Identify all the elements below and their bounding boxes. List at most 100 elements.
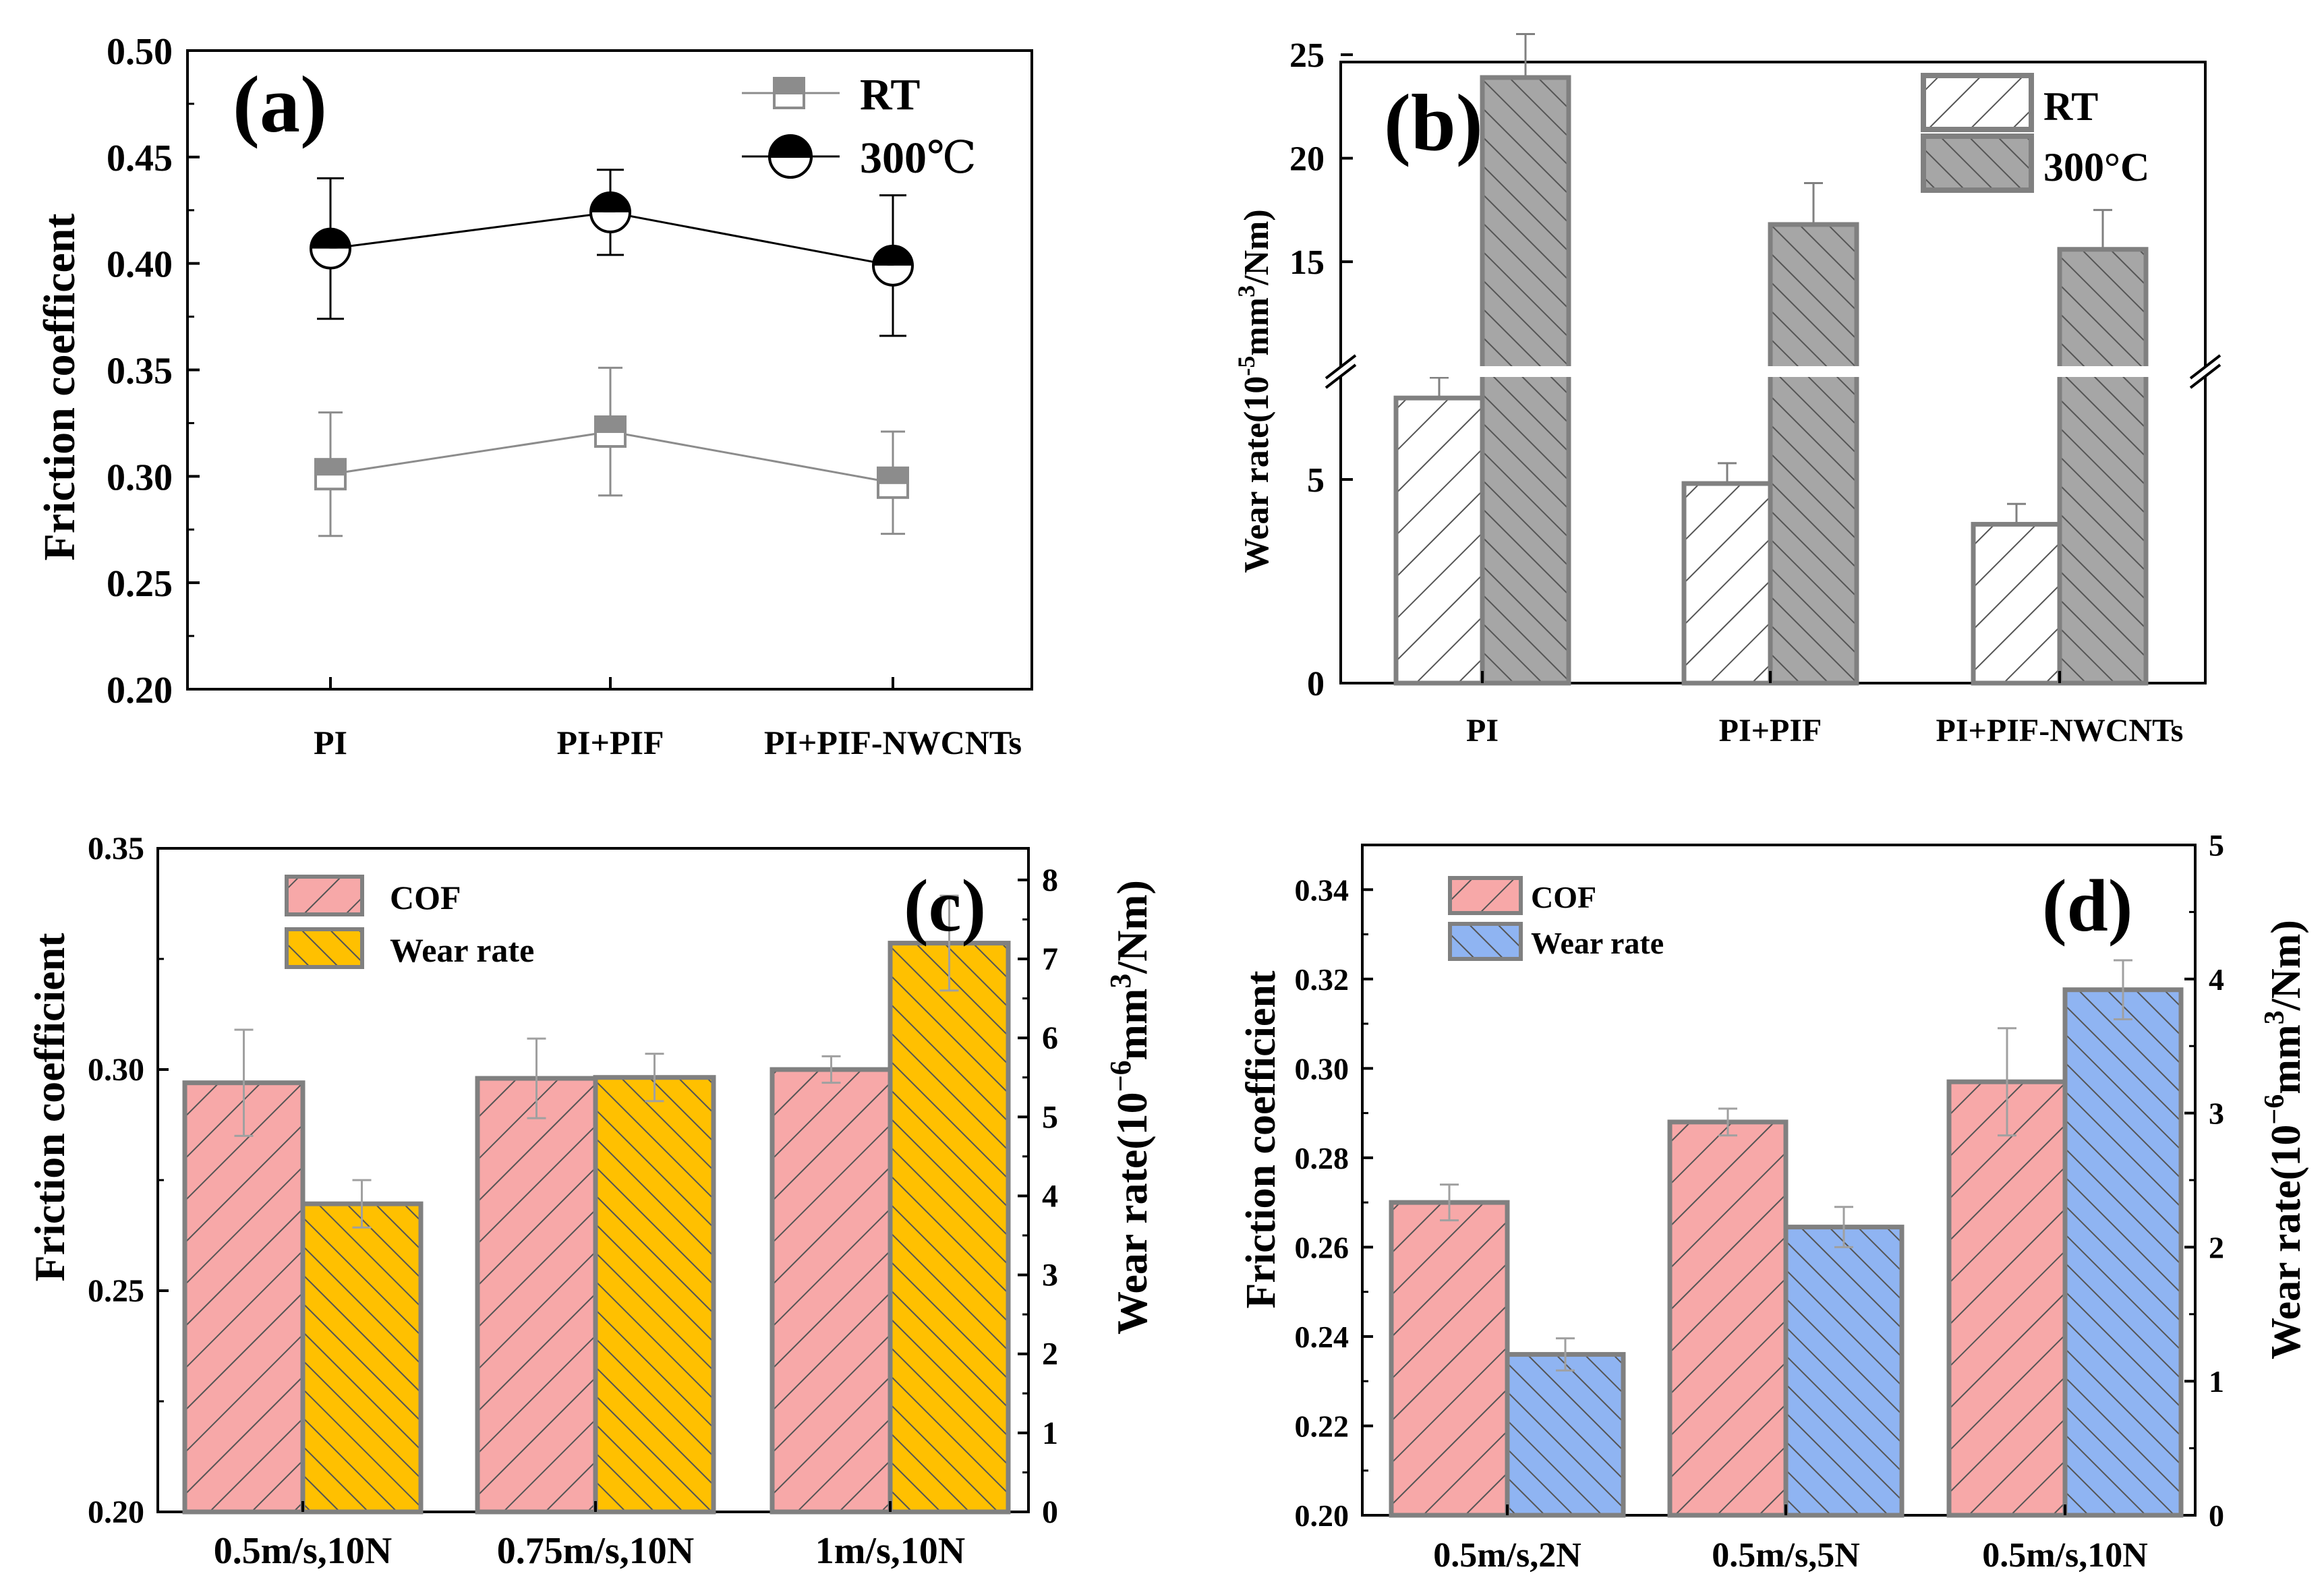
d-xtick-label: 0.5m/s,2N [1433, 1536, 1581, 1575]
d-ytick-label: 0.28 [1295, 1141, 1349, 1175]
c-y2tick-label: 6 [1042, 1020, 1058, 1056]
b-break-mark-right-2 [2189, 354, 2221, 380]
a-rt-marker-top [314, 458, 347, 476]
panel-a-label: (a) [233, 59, 327, 149]
a-rt-marker-bottom [314, 473, 347, 491]
a-ytick-label: 0.20 [107, 670, 173, 711]
c-ytick-label: 0.25 [88, 1273, 144, 1309]
b-ylabel-sup2: 3 [1233, 285, 1260, 297]
d-ytick-label: 0.30 [1295, 1051, 1349, 1086]
d-xtick-label: 0.5m/s,10N [1982, 1536, 2148, 1575]
c-y2tick-label: 0 [1042, 1494, 1058, 1530]
d-ytick-label: 0.34 [1295, 873, 1349, 907]
a-ytick-label: 0.30 [107, 457, 173, 498]
c-y2label-sup2: 3 [1104, 974, 1137, 989]
d-y2label-part2: mm [2263, 1024, 2309, 1094]
legend-d-cof-text: COF [1531, 880, 1596, 914]
c-wear-bar-hatch [300, 1201, 424, 1515]
b-ylabel-part2: mm [1238, 297, 1276, 356]
d-y2tick-label: 0 [2209, 1498, 2224, 1533]
panel-b-legend: RT 300°C [1921, 73, 2149, 193]
d-y2tick-label: 2 [2209, 1230, 2224, 1264]
legend-rt-top-marker [773, 77, 805, 94]
panel-a-legend: RT 300℃ [742, 70, 977, 183]
a-ytick-label: 0.35 [107, 351, 173, 392]
a-300-marker-bottom [591, 212, 630, 232]
d-xtick-label: 0.5m/s,5N [1712, 1536, 1860, 1575]
legend-300-number: 300 [860, 134, 927, 183]
b-300-bar-hatch [1768, 222, 1859, 686]
legend-c-cof-hatch [285, 875, 364, 916]
b-break-mark-left-1 [1325, 363, 1357, 389]
panel-a-y-axis-label: Friction coefficent [35, 214, 84, 561]
b-rt-bar-hatch [1681, 481, 1773, 686]
panel-c-y-axis-label: Friction coefficient [26, 933, 74, 1282]
b-300-bar-hatch [2057, 247, 2149, 686]
panel-c-label: (c) [904, 865, 986, 947]
b-ylabel-sup1: -5 [1233, 356, 1260, 376]
b-rt-bar-hatch [1393, 395, 1485, 686]
legend-300-text: 300℃ [860, 134, 977, 183]
d-wear-bar-hatch [2062, 987, 2184, 1518]
d-ytick-label: 0.32 [1295, 962, 1349, 997]
d-wear-bar-hatch [1505, 1351, 1626, 1518]
d-y2label-part3: /Nm) [2263, 920, 2309, 1011]
panel-d-y2-axis-label: Wear rate(10−6mm3/Nm) [2259, 920, 2309, 1359]
c-y2label-sup1: −6 [1104, 1060, 1137, 1092]
panel-a-friction-line-chart: 0.20 0.25 0.30 0.35 0.40 0.45 0.50 PI PI+PIF PI+P… [35, 31, 1033, 761]
c-y2tick-label: 5 [1042, 1099, 1058, 1135]
c-y2label-part2: mm [1108, 989, 1156, 1061]
c-ytick-label: 0.20 [88, 1494, 144, 1530]
legend-d-wear-hatch [1448, 922, 1523, 961]
b-ytick-label: 0 [1307, 665, 1325, 703]
d-cof-bar-hatch [1667, 1119, 1789, 1518]
b-xtick-label: PI+PIF [1719, 713, 1822, 749]
a-xtick-label: PI+PIF-NWCNTs [764, 724, 1022, 761]
b-break-mark-left-2 [1325, 354, 1357, 380]
a-rt-marker-top [877, 466, 909, 484]
a-ytick-label: 0.50 [107, 31, 173, 73]
legend-300-ring [768, 134, 813, 179]
d-ytick-label: 0.22 [1295, 1409, 1349, 1443]
c-ytick-label: 0.35 [88, 831, 144, 867]
legend-300-unit: ℃ [927, 134, 977, 183]
b-ytick-label: 25 [1289, 36, 1325, 75]
c-y2tick-label: 4 [1042, 1178, 1058, 1214]
c-y2label-part3: /Nm) [1108, 880, 1156, 974]
b-ylabel-part1: Wear rate(10 [1238, 376, 1276, 573]
d-y2tick-label: 1 [2209, 1364, 2224, 1399]
a-rt-marker-bottom [594, 430, 627, 448]
panel-a-plot-area: 0.20 0.25 0.30 0.35 0.40 0.45 0.50 PI PI+PIF PI+P… [107, 31, 1033, 761]
panel-d-label: (d) [2042, 865, 2132, 947]
legend-300-top-marker [769, 136, 811, 156]
b-ytick-label: 5 [1307, 461, 1325, 500]
b-rt-bar-hatch [1971, 521, 2062, 686]
panel-d-plot-area: 0.20 0.22 0.24 0.26 0.28 0.30 0.32 0.34 0 1 2 3 4 5 0.… [1295, 828, 2225, 1575]
panel-c-legend: COF Wear rate [285, 875, 534, 969]
d-cof-bar-hatch [1389, 1200, 1510, 1518]
legend-d-wear-text: Wear rate [1531, 926, 1664, 960]
a-300-marker-top [591, 192, 630, 212]
a-300-marker-ring [589, 191, 631, 233]
c-wear-bar-hatch [888, 941, 1011, 1515]
d-cof-bar-hatch [1946, 1079, 2068, 1518]
b-ytick-label: 20 [1289, 140, 1325, 179]
legend-c-wear-text: Wear rate [390, 931, 534, 969]
panel-c-plot-area: 0.20 0.25 0.30 0.35 0 1 2 3 4 5 6 7 8 0.5m/s,10N 0.75m… [88, 831, 1058, 1572]
legend-b-rt-hatch [1921, 73, 2034, 132]
c-xtick-label: 0.5m/s,10N [214, 1530, 392, 1572]
panel-b-label: (b) [1384, 78, 1483, 167]
a-300-marker-top [873, 245, 912, 266]
d-y2label-sup2: 3 [2259, 1010, 2290, 1024]
a-rt-marker-top [594, 415, 627, 434]
c-y2tick-label: 2 [1042, 1337, 1058, 1372]
a-300-marker-bottom [311, 248, 350, 268]
c-y2tick-label: 1 [1042, 1415, 1058, 1451]
d-y2tick-label: 5 [2209, 828, 2224, 862]
panel-b-y-axis-label: Wear rate(10-5mm3/Nm) [1233, 209, 1276, 573]
panel-d-y-axis-label: Friction coefficient [1238, 970, 1284, 1308]
c-ytick-label: 0.30 [88, 1052, 144, 1088]
